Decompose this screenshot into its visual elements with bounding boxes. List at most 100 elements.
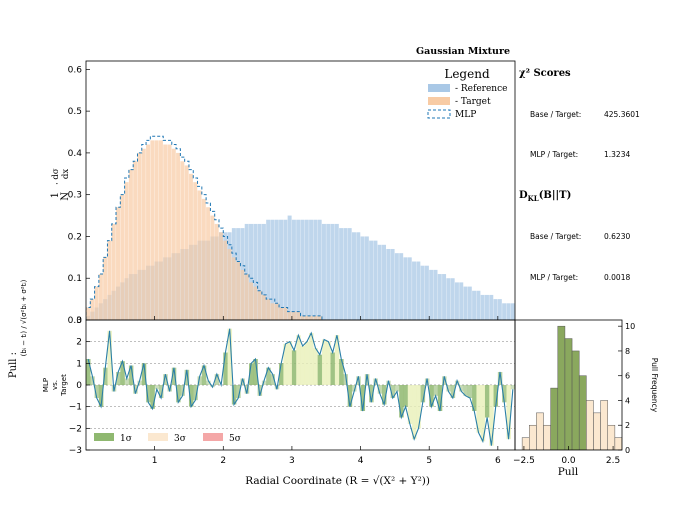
pull-band [420,385,426,403]
target-bar [94,286,99,320]
pull-hist-bar [557,325,566,450]
chi2-mlp-label: MLP / Target: [530,150,578,159]
pull-hist-ytick-label: 2 [625,421,630,430]
pull-legend-swatch-5sigma [203,433,223,441]
reference-bar [326,223,331,320]
pull-band [382,385,387,405]
pull-band [454,380,460,385]
pull-legend-5sigma: 5σ [229,434,241,444]
target-bar [223,240,228,320]
pull-band [330,352,336,385]
reference-bar [287,215,292,320]
reference-bar [437,274,442,320]
reference-bar [399,253,404,320]
pull-hist-bar [529,424,537,450]
pull-ytick-label: 2 [76,338,82,348]
side-panel: χ² Scores Base / Target: 425.3601 MLP / … [519,68,640,282]
pull-band [364,374,370,385]
reference-bar [497,299,502,320]
reference-bar [373,240,378,320]
pull-band [446,385,451,392]
pull-band [279,363,284,385]
pull-xtick-label: 4 [358,456,364,466]
pull-band [86,359,91,385]
reference-bar [472,290,477,320]
pull-ytick-label: −2 [69,424,82,434]
reference-bar [429,269,434,320]
pull-band [253,359,258,385]
pull-band [146,385,151,403]
target-bar [158,140,163,320]
target-bar [150,140,155,320]
pull-band [163,374,168,385]
target-bar [236,261,241,320]
pull-band [154,385,160,390]
pull-xtick-label: 6 [495,456,501,466]
target-bar [188,173,193,320]
target-bar [309,315,314,320]
target-bar [167,144,172,320]
pull-band [399,385,404,418]
pull-ytick-label: −1 [69,403,82,413]
legend-swatch-target [428,97,450,105]
pull-legend-3sigma: 3σ [174,434,186,444]
pull-band [124,378,130,385]
density-ytick-label: 0.4 [68,149,83,159]
density-ytick-label: 0.2 [68,232,82,242]
target-bar [210,215,215,320]
pull-band [266,367,271,385]
reference-bar [416,261,421,320]
reference-bar [433,269,438,320]
reference-bar [334,223,339,320]
reference-bar [450,278,455,320]
pull-band [442,376,447,385]
target-bar [304,315,309,320]
target-bar [291,311,296,320]
pull-band [240,378,245,385]
reference-bar [459,282,464,320]
reference-bar [283,219,288,320]
pull-band [206,380,211,385]
target-bar [218,232,223,320]
pull-band [184,369,190,385]
mlp-step-line [86,135,515,320]
svg-text:Target: Target [60,374,68,397]
pull-band [171,367,177,385]
pull-hist-bar [593,412,601,450]
pull-hist-bar [564,338,573,450]
reference-bar [296,219,301,320]
pull-xtick-label: 3 [289,456,295,466]
legend-swatch-reference [428,84,450,92]
target-bar [206,207,211,320]
pull-band [304,341,310,385]
target-bar [176,152,181,320]
pull-band [116,372,121,385]
pull-band [497,372,503,385]
pull-xtick-label: 1 [152,456,158,466]
target-bar [133,161,138,320]
reference-bar [347,228,352,320]
pull-band [197,376,203,385]
target-bar [154,140,159,320]
reference-bar [377,244,382,320]
svg-text:vs.: vs. [51,380,59,390]
target-bar [249,282,254,320]
pull-band [141,363,147,385]
reference-bar [317,219,322,320]
target-bar [120,194,125,320]
target-bar [124,182,129,320]
svg-text:MLP: MLP [42,378,50,392]
pull-ytick-label: 1 [76,359,82,369]
target-bar [287,311,292,320]
reference-bar [390,248,395,320]
pull-band [429,385,434,407]
reference-bar [343,228,348,320]
kl-title: DKL(B||T) [519,190,571,203]
pull-band [390,385,396,398]
pull-band [343,374,348,385]
pull-band [296,335,301,385]
pull-band [484,385,490,418]
pull-band [158,385,164,398]
pull-band [94,385,100,398]
